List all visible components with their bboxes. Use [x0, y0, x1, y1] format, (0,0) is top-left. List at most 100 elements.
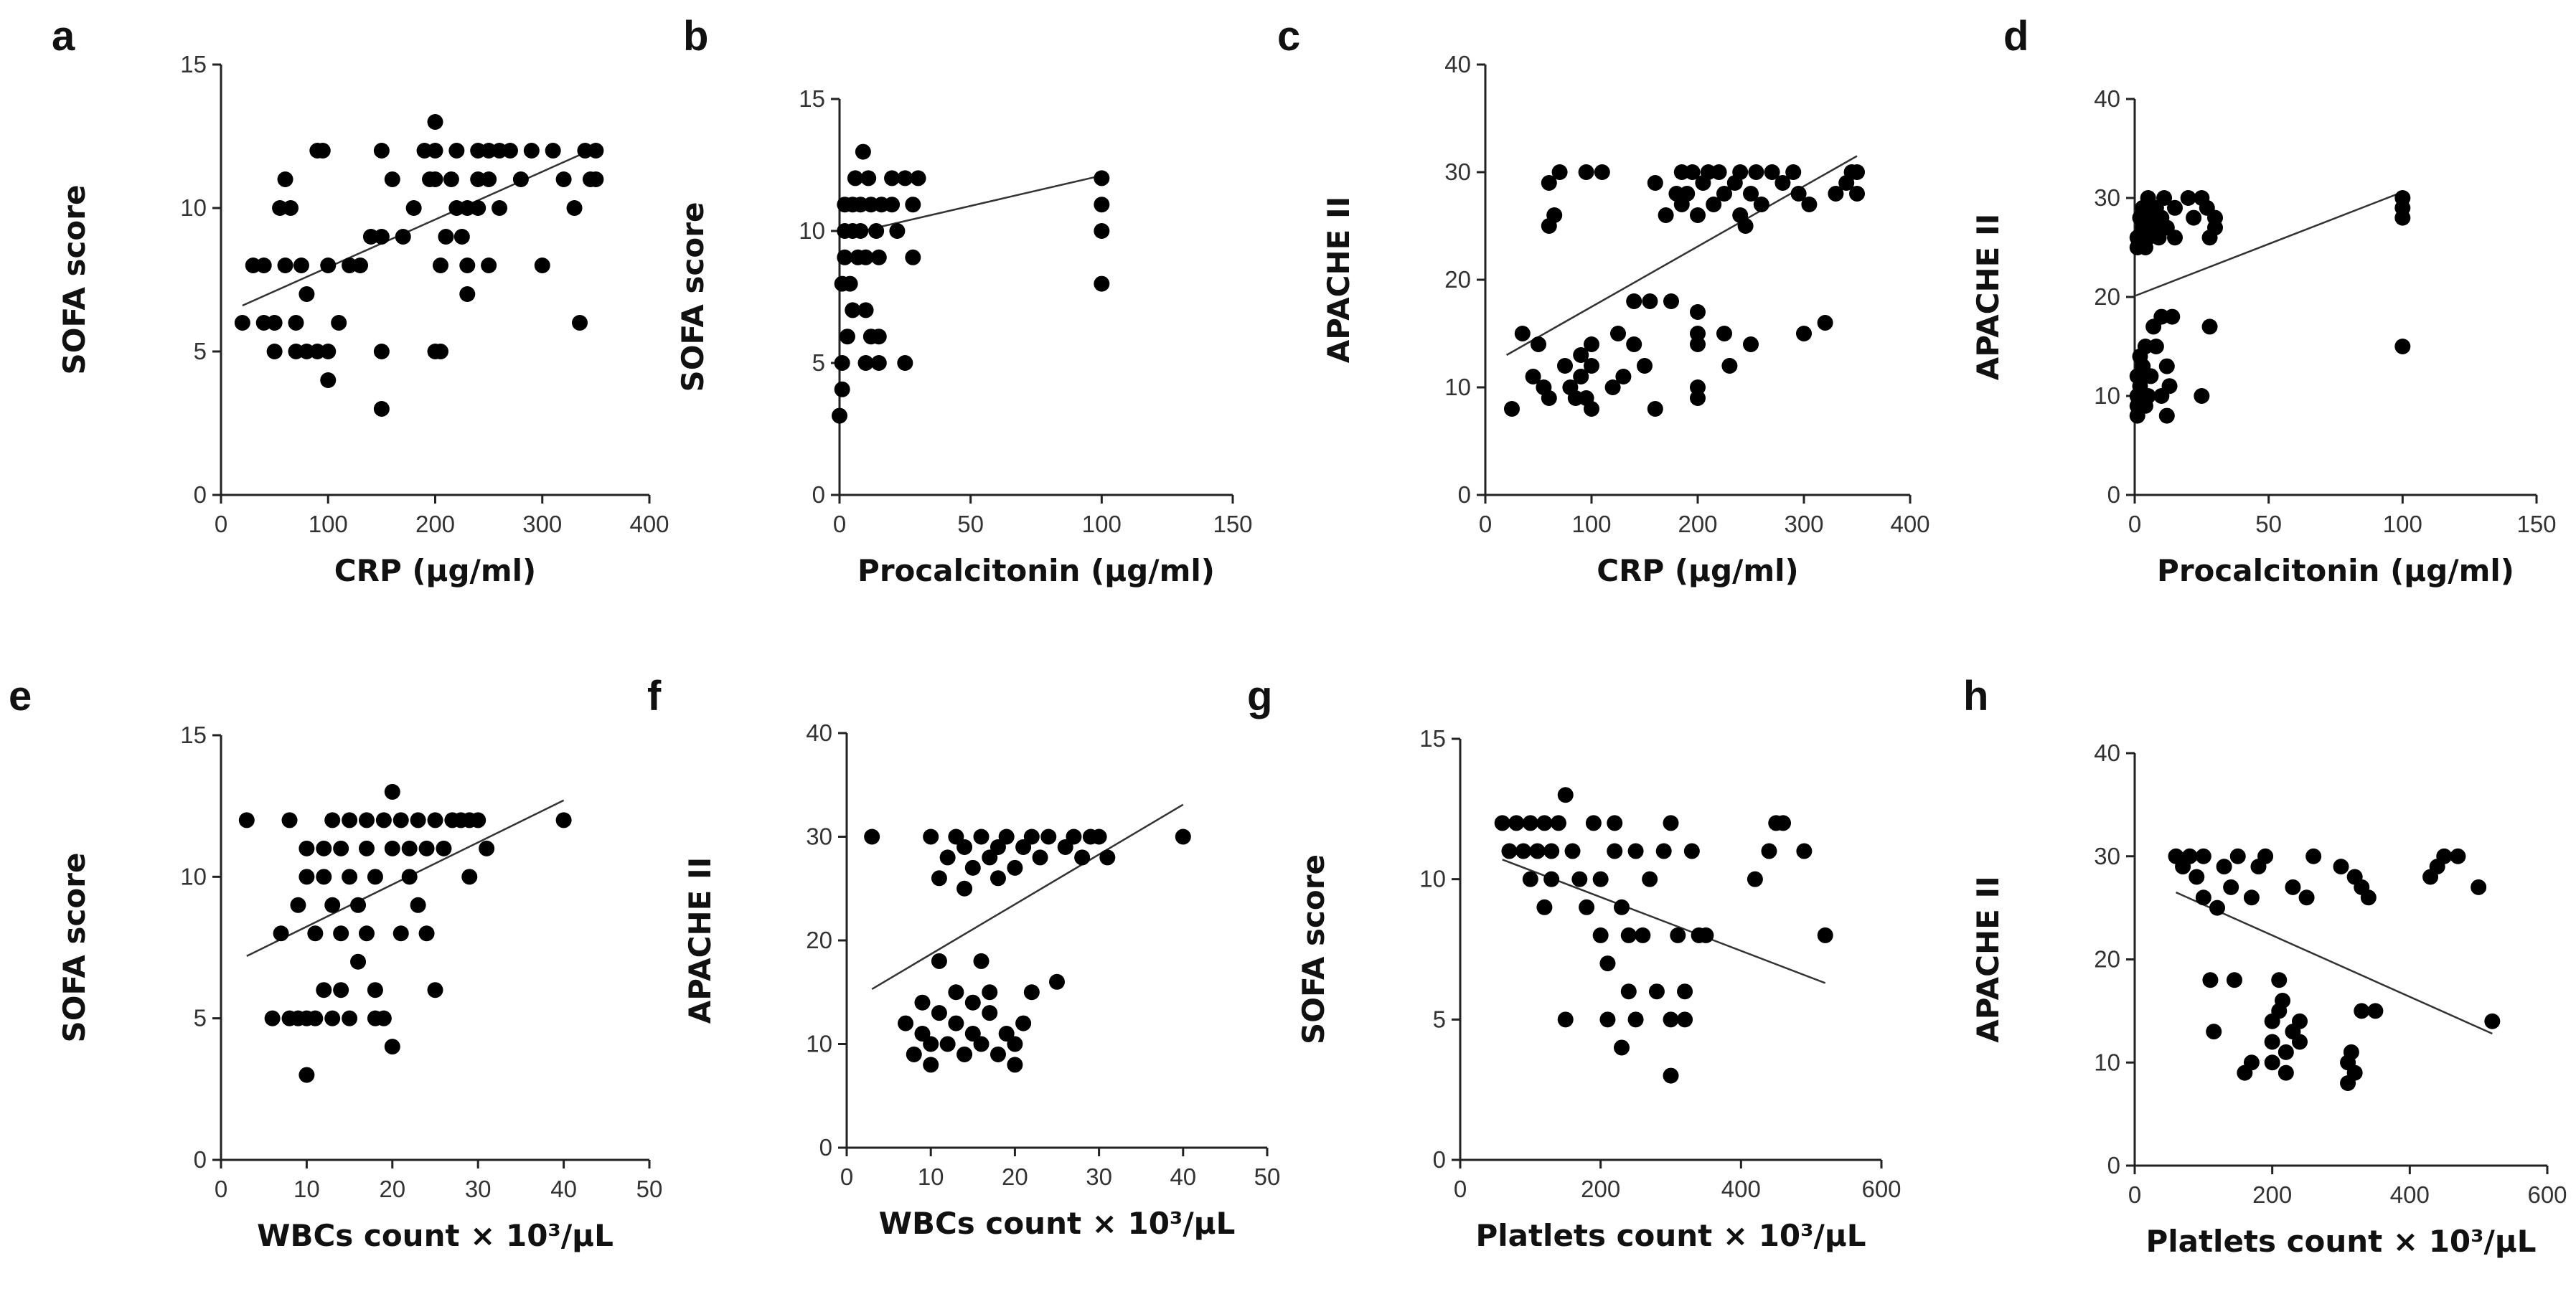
y-tick-label: 20	[1444, 266, 1471, 293]
data-point	[436, 840, 452, 856]
data-point	[316, 869, 332, 885]
x-tick-label: 200	[1678, 511, 1717, 537]
data-point	[432, 344, 448, 359]
data-point	[998, 828, 1015, 845]
data-point	[1007, 1036, 1023, 1052]
data-point	[384, 171, 400, 187]
data-point	[2277, 1044, 2294, 1060]
data-point	[320, 372, 337, 388]
x-tick-label: 600	[1861, 1176, 1901, 1202]
data-point	[1592, 927, 1609, 943]
chart-panel-a: a 0 5 10 15 0 100 200 300 400 CRP (μg/ml) SOFA scor…	[52, 13, 669, 588]
x-tick-label: 20	[379, 1176, 405, 1202]
data-point	[277, 258, 293, 273]
data-point	[2394, 339, 2411, 354]
data-point	[264, 1010, 281, 1026]
data-point	[2209, 900, 2225, 916]
data-point	[864, 828, 880, 845]
data-point	[324, 897, 341, 913]
data-point	[367, 982, 383, 998]
data-point	[1706, 197, 1722, 212]
data-point	[948, 1015, 964, 1031]
regression-line	[2134, 191, 2403, 297]
x-tick-label: 10	[293, 1176, 320, 1202]
x-tick-label: 100	[309, 511, 348, 537]
data-point	[395, 229, 411, 245]
data-point	[1801, 197, 1818, 212]
data-point	[870, 355, 887, 371]
y-axis-title: SOFA score	[675, 202, 710, 392]
data-point	[255, 258, 272, 273]
data-point	[973, 828, 989, 845]
data-point	[299, 840, 315, 856]
data-point	[897, 170, 913, 186]
data-point	[2471, 879, 2487, 895]
data-point	[1049, 973, 1065, 990]
data-point	[1775, 815, 1792, 831]
y-tick-label: 10	[2094, 382, 2120, 409]
data-point	[375, 812, 392, 828]
data-point	[443, 171, 459, 187]
data-point	[1615, 369, 1632, 384]
data-point	[566, 200, 583, 216]
data-point	[384, 840, 400, 856]
data-point	[1607, 843, 1623, 859]
x-tick-label: 100	[2383, 511, 2422, 537]
data-point	[427, 812, 443, 828]
x-tick-label: 50	[636, 1176, 663, 1202]
data-point	[1543, 843, 1560, 859]
y-tick-label: 15	[180, 51, 207, 77]
data-point	[982, 984, 998, 1001]
y-axis-title: SOFA score	[1296, 854, 1331, 1044]
data-point	[470, 812, 486, 828]
data-point	[1663, 293, 1679, 309]
data-point	[1551, 164, 1568, 180]
y-tick-label: 40	[2094, 740, 2120, 766]
data-point	[914, 994, 931, 1011]
data-point	[837, 249, 853, 265]
data-point	[479, 840, 495, 856]
data-point	[923, 1036, 939, 1052]
data-point	[2298, 889, 2315, 906]
data-point	[1817, 315, 1833, 331]
data-point	[1648, 983, 1665, 1000]
panel-letter: f	[647, 673, 662, 719]
data-point	[1546, 207, 1563, 223]
data-point	[290, 897, 306, 913]
data-point	[2207, 209, 2223, 226]
y-axis-title: SOFA score	[57, 185, 92, 375]
y-tick-label: 0	[819, 1134, 832, 1161]
data-point	[273, 925, 289, 942]
y-tick-label: 0	[194, 481, 207, 508]
data-point	[1599, 955, 1616, 972]
data-point	[1557, 358, 1573, 374]
x-axis-title: CRP (μg/ml)	[1597, 553, 1798, 588]
x-tick-label: 300	[1784, 511, 1823, 537]
data-point	[1525, 369, 1541, 384]
data-point	[973, 953, 989, 969]
data-point	[350, 897, 367, 913]
chart-panel-g: g 0 5 10 15 0 200 400 600 Platlets count × 10³/μL…	[1247, 673, 1902, 1253]
y-tick-label: 40	[1444, 51, 1471, 77]
data-point	[1032, 849, 1048, 866]
data-point	[2333, 859, 2349, 875]
data-point	[2243, 1054, 2260, 1071]
x-tick-label: 0	[1454, 1176, 1467, 1202]
regression-line	[839, 174, 1102, 237]
data-point	[1592, 871, 1609, 887]
data-point	[405, 200, 422, 216]
regression-line	[871, 803, 1184, 990]
data-point	[1698, 927, 1714, 943]
data-point	[418, 840, 435, 856]
data-point	[1627, 843, 1644, 859]
x-tick-label: 0	[1479, 511, 1492, 537]
data-point	[1094, 223, 1110, 239]
data-point	[898, 1015, 914, 1031]
data-point	[333, 840, 349, 856]
data-point	[2202, 972, 2219, 988]
data-point	[1677, 983, 1693, 1000]
x-axis-title: WBCs count × 10³/μL	[257, 1218, 614, 1253]
data-point	[1743, 336, 1759, 352]
data-point	[832, 407, 847, 424]
data-point	[324, 1010, 341, 1026]
